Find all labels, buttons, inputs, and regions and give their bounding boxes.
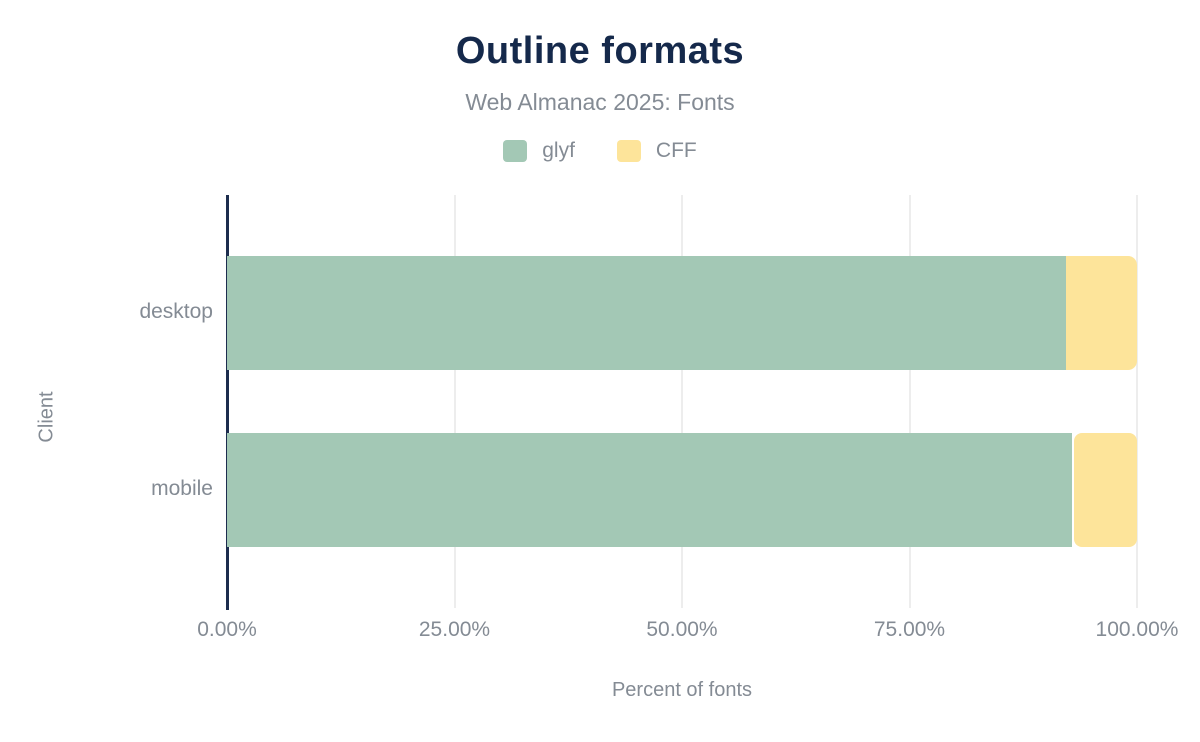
category-label-desktop: desktop [139,300,213,323]
bar-segment-desktop-glyf [227,256,1067,370]
gridline [1136,195,1138,608]
legend-item-cff: CFF [616,139,697,163]
bar-segment-mobile-CFF [1074,433,1137,547]
bar-segment-mobile-glyf [227,433,1073,547]
chart-subtitle: Web Almanac 2025: Fonts [465,89,735,115]
x-tick-label: 75.00% [873,618,946,641]
x-tick-label: 50.00% [646,618,718,641]
chart-legend: glyf CFF [0,139,1200,163]
bar-row-mobile [227,433,1137,547]
x-tick-label: 0.00% [197,618,257,641]
legend-label-glyf: glyf [542,139,575,162]
plot-area [226,195,1138,610]
chart-title: Outline formats [455,30,745,72]
gridline [908,195,911,608]
x-tick-label: 25.00% [418,618,491,641]
bar-row-desktop [227,256,1137,370]
cff-color-swatch [616,140,641,162]
gridline [453,195,456,608]
x-tick-label: 100.00% [1095,618,1179,641]
glyf-color-swatch [503,140,528,162]
legend-item-glyf: glyf [503,139,575,163]
y-axis-line [226,195,229,610]
gridline [681,195,683,608]
y-axis-title: Client [35,391,58,443]
x-axis-title: Percent of fonts [611,679,753,701]
bar-segment-desktop-CFF [1066,256,1137,370]
category-label-mobile: mobile [151,477,213,500]
legend-label-cff: CFF [655,139,697,162]
